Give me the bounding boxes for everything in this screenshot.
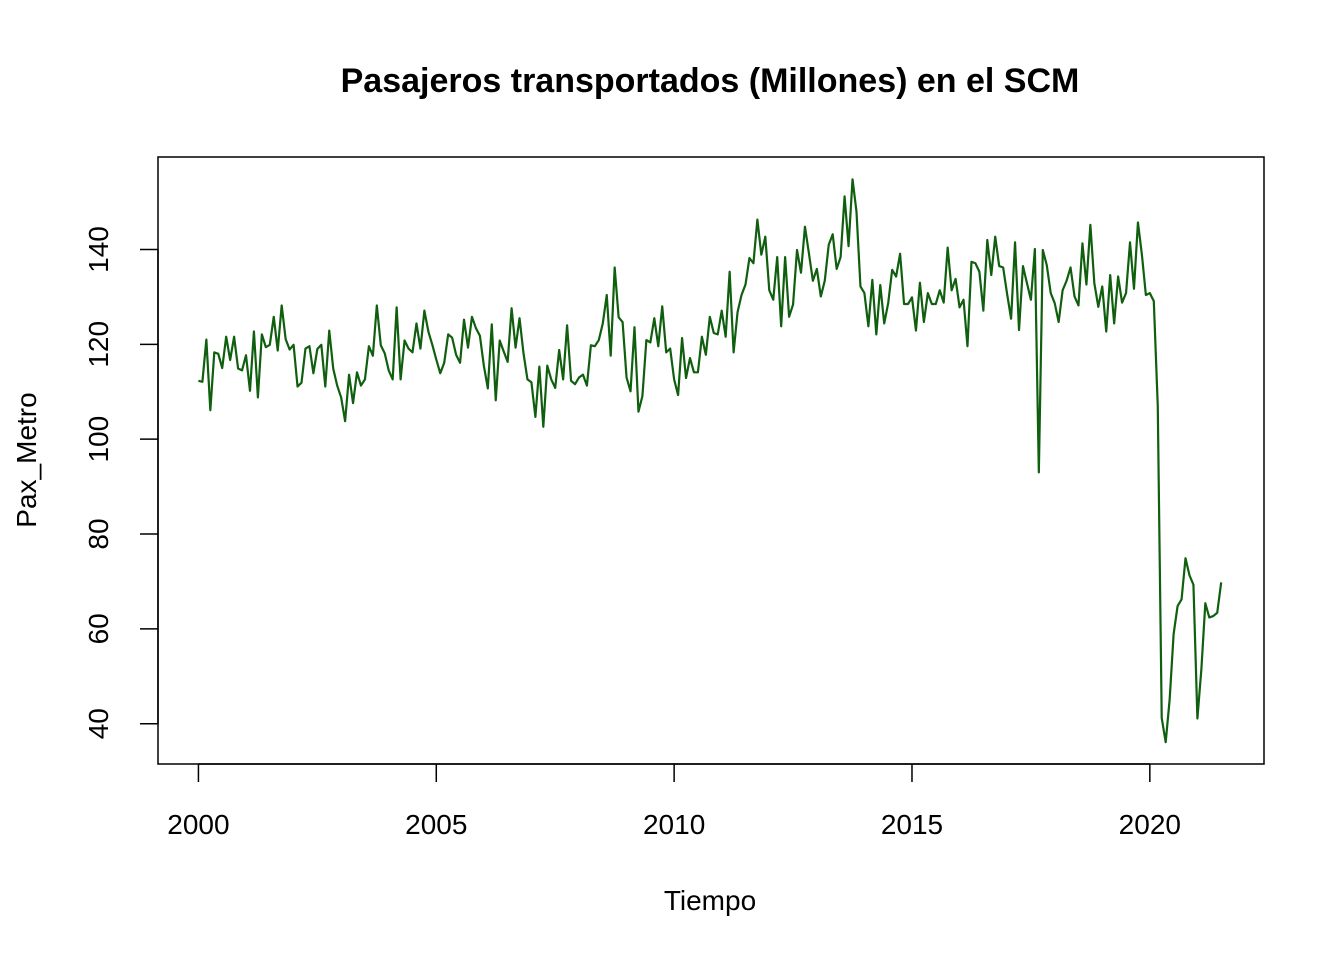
plot-frame <box>157 156 1265 765</box>
chart-title: Pasajeros transportados (Millones) en el… <box>341 62 1080 100</box>
x-tick-label: 2010 <box>643 809 705 840</box>
y-axis: 40 60 80 100 120 140 <box>83 226 159 739</box>
x-tick-label: 2015 <box>881 809 943 840</box>
y-tick-label: 140 <box>83 226 114 273</box>
series-line-pax-metro <box>198 178 1223 744</box>
y-axis-label: Pax_Metro <box>11 392 42 527</box>
y-tick-label: 100 <box>83 416 114 463</box>
x-axis-label: Tiempo <box>664 885 756 916</box>
x-tick-label: 2000 <box>167 809 229 840</box>
x-axis: 2000 2005 2010 2015 2020 <box>167 763 1181 840</box>
y-tick-label: 60 <box>83 613 114 644</box>
x-tick-label: 2020 <box>1119 809 1181 840</box>
y-tick-label: 120 <box>83 321 114 368</box>
x-tick-label: 2005 <box>405 809 467 840</box>
y-tick-label: 40 <box>83 708 114 739</box>
y-tick-label: 80 <box>83 518 114 549</box>
